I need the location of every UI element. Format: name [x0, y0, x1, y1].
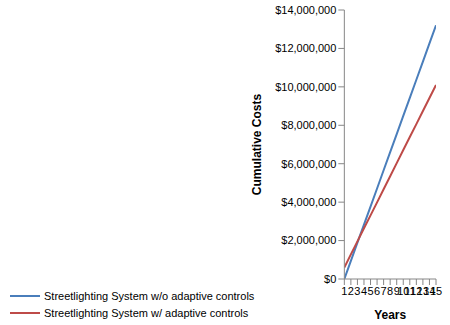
svg-text:8: 8: [387, 285, 393, 297]
svg-text:$6,000,000: $6,000,000: [281, 158, 336, 170]
svg-text:15: 15: [430, 285, 442, 297]
svg-text:$2,000,000: $2,000,000: [281, 234, 336, 246]
svg-text:$14,000,000: $14,000,000: [275, 4, 336, 16]
svg-text:Years: Years: [374, 308, 406, 322]
svg-text:$0: $0: [324, 273, 336, 285]
html-text:Streetlighting System w/ adapt: Streetlighting System w/ adaptive contro…: [44, 306, 249, 319]
svg-text:2: 2: [348, 285, 354, 297]
svg-text:$4,000,000: $4,000,000: [281, 196, 336, 208]
html-text:Streetlighting System w/o adap: Streetlighting System w/o adaptive contr…: [44, 289, 255, 302]
svg-text:$8,000,000: $8,000,000: [281, 119, 336, 131]
svg-text:5: 5: [367, 285, 373, 297]
svg-text:4: 4: [361, 285, 367, 297]
svg-text:6: 6: [374, 285, 380, 297]
svg-text:3: 3: [354, 285, 360, 297]
svg-text:$10,000,000: $10,000,000: [275, 81, 336, 93]
svg-text:7: 7: [381, 285, 387, 297]
svg-text:Cumulative Costs: Cumulative Costs: [250, 93, 264, 195]
svg-text:$12,000,000: $12,000,000: [275, 42, 336, 54]
svg-text:1: 1: [341, 285, 347, 297]
